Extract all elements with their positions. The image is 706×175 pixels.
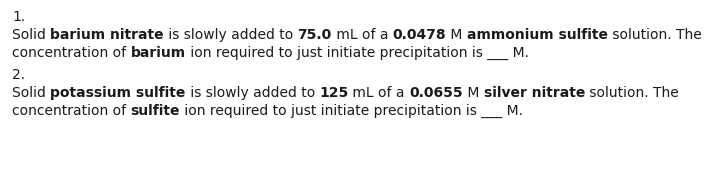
Text: silver nitrate: silver nitrate bbox=[484, 86, 585, 100]
Text: 75.0: 75.0 bbox=[297, 28, 332, 42]
Text: concentration of: concentration of bbox=[12, 46, 131, 60]
Text: concentration of: concentration of bbox=[12, 104, 131, 118]
Text: 0.0655: 0.0655 bbox=[409, 86, 463, 100]
Text: Solid: Solid bbox=[12, 86, 50, 100]
Text: M: M bbox=[463, 86, 484, 100]
Text: barium nitrate: barium nitrate bbox=[50, 28, 164, 42]
Text: mL of a: mL of a bbox=[349, 86, 409, 100]
Text: 0.0478: 0.0478 bbox=[393, 28, 446, 42]
Text: solution. The: solution. The bbox=[608, 28, 702, 42]
Text: M: M bbox=[446, 28, 467, 42]
Text: 125: 125 bbox=[319, 86, 349, 100]
Text: 2.: 2. bbox=[12, 68, 25, 82]
Text: sulfite: sulfite bbox=[131, 104, 180, 118]
Text: ammonium sulfite: ammonium sulfite bbox=[467, 28, 608, 42]
Text: barium: barium bbox=[131, 46, 186, 60]
Text: is slowly added to: is slowly added to bbox=[186, 86, 319, 100]
Text: solution. The: solution. The bbox=[585, 86, 679, 100]
Text: ion required to just initiate precipitation is ___ M.: ion required to just initiate precipitat… bbox=[180, 104, 523, 118]
Text: 1.: 1. bbox=[12, 10, 25, 24]
Text: mL of a: mL of a bbox=[332, 28, 393, 42]
Text: potassium sulfite: potassium sulfite bbox=[50, 86, 186, 100]
Text: is slowly added to: is slowly added to bbox=[164, 28, 297, 42]
Text: Solid: Solid bbox=[12, 28, 50, 42]
Text: ion required to just initiate precipitation is ___ M.: ion required to just initiate precipitat… bbox=[186, 46, 529, 60]
